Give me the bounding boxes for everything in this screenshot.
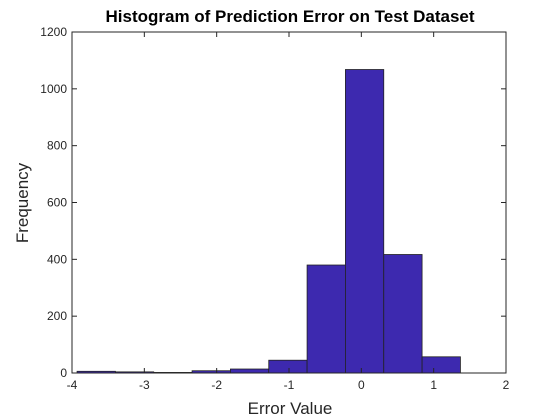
y-tick-label: 1000 — [40, 82, 67, 96]
histogram-bar — [383, 254, 423, 374]
x-tick-label: -3 — [139, 378, 150, 392]
y-tick-label: 800 — [47, 139, 67, 153]
y-axis-label: Frequency — [13, 162, 32, 243]
histogram-bar — [345, 69, 385, 374]
x-tick-label: 2 — [503, 378, 510, 392]
x-tick-label: -4 — [67, 378, 78, 392]
histogram-bar — [306, 264, 346, 374]
histogram-bar — [268, 359, 308, 374]
x-tick-label: -2 — [211, 378, 222, 392]
x-tick-label: -1 — [284, 378, 295, 392]
y-tick-label: 400 — [47, 252, 67, 266]
histogram-bar — [421, 356, 461, 374]
y-tick-label: 0 — [60, 366, 67, 380]
plot-box — [71, 31, 507, 374]
y-tick-label: 200 — [47, 309, 67, 323]
y-tick-label: 1200 — [40, 25, 67, 39]
histogram-bar — [230, 368, 270, 374]
x-tick-label: 1 — [430, 378, 437, 392]
axes-group: -4 -3 -2 -1 0 1 2 0 200 400 600 800 1000 1200 — [40, 25, 509, 392]
y-tick-label: 600 — [47, 196, 67, 210]
x-tick-label: 0 — [358, 378, 365, 392]
bars-group — [76, 69, 461, 374]
x-axis-label: Error Value — [248, 399, 333, 418]
chart-title: Histogram of Prediction Error on Test Da… — [105, 7, 474, 26]
